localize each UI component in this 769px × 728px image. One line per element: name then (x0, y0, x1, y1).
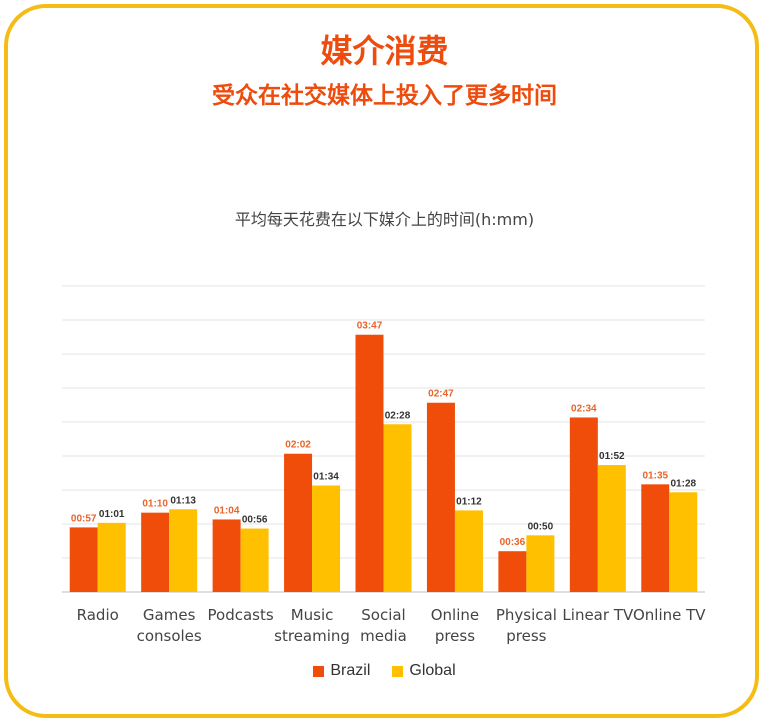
category-label: Online TV (633, 606, 706, 624)
data-label-global: 01:13 (170, 495, 196, 506)
data-label-brazil: 00:36 (500, 537, 526, 548)
bar-global (169, 509, 198, 592)
data-label-brazil: 03:47 (357, 321, 383, 332)
chart-title: 平均每天花费在以下媒介上的时间(h:mm) (234, 210, 535, 229)
data-label-brazil: 01:35 (642, 470, 668, 481)
bar-global (597, 465, 626, 592)
legend-item-global: Global (392, 662, 456, 680)
bar-brazil (569, 417, 598, 592)
category-label: consoles (137, 627, 202, 645)
legend-swatch (313, 665, 325, 677)
legend-swatch (392, 665, 404, 677)
category-labels: Radio Games consoles Podcasts Music streaming… (77, 606, 707, 645)
bar-brazil (355, 334, 384, 592)
category-label: Podcasts (208, 606, 274, 624)
bar-global (383, 424, 412, 592)
bar-brazil (641, 484, 670, 592)
category-label: Online (431, 606, 479, 624)
bar-global (454, 510, 483, 592)
legend-label: Global (409, 662, 456, 679)
category-label: Music (291, 606, 334, 624)
data-label-global: 02:28 (385, 410, 411, 421)
bar-brazil (426, 402, 455, 592)
category-label: media (360, 627, 407, 645)
category-label: Physical (496, 606, 557, 624)
legend: Brazil Global (0, 662, 769, 680)
data-label-brazil: 01:04 (214, 505, 240, 516)
category-label: press (435, 627, 475, 645)
category-label: Linear TV (562, 606, 634, 624)
bar-global (240, 528, 269, 592)
bar-brazil (212, 519, 241, 592)
legend-label: Brazil (330, 662, 371, 679)
bar-brazil (69, 527, 98, 592)
data-label-global: 01:34 (313, 471, 339, 482)
bar-brazil (284, 453, 313, 592)
bar-global (526, 535, 555, 592)
category-label: Games (143, 606, 196, 624)
page-subtitle: 受众在社交媒体上投入了更多时间 (212, 83, 557, 109)
card-frame (4, 4, 759, 718)
data-label-brazil: 02:34 (571, 403, 597, 414)
bar-brazil (498, 551, 527, 592)
bar-global (669, 492, 698, 592)
page-title: 媒介消费 (320, 32, 449, 70)
bar-global (97, 522, 126, 592)
bar-brazil (141, 512, 170, 592)
data-label-global: 00:56 (242, 515, 268, 526)
data-label-brazil: 01:10 (142, 499, 168, 510)
category-label: press (506, 627, 546, 645)
bars (69, 334, 698, 592)
data-label-brazil: 00:57 (71, 513, 97, 524)
category-label: Social (361, 606, 405, 624)
data-label-global: 01:52 (599, 451, 625, 462)
data-label-global: 00:50 (528, 521, 554, 532)
bar-global (312, 485, 341, 592)
data-label-global: 01:12 (456, 496, 482, 507)
category-label: streaming (274, 627, 350, 645)
category-label: Radio (77, 606, 119, 624)
legend-item-brazil: Brazil (313, 662, 370, 680)
data-label-global: 01:01 (99, 509, 125, 520)
data-label-brazil: 02:47 (428, 389, 454, 400)
data-label-brazil: 02:02 (285, 440, 311, 451)
data-label-global: 01:28 (670, 478, 696, 489)
